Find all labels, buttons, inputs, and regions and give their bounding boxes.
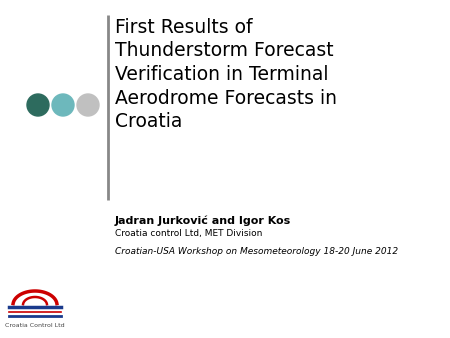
Text: Jadran Jurković and Igor Kos: Jadran Jurković and Igor Kos [115, 215, 291, 225]
Circle shape [27, 94, 49, 116]
Text: First Results of
Thunderstorm Forecast
Verification in Terminal
Aerodrome Foreca: First Results of Thunderstorm Forecast V… [115, 18, 337, 131]
Text: Croatian-USA Workshop on Mesometeorology 18-20 June 2012: Croatian-USA Workshop on Mesometeorology… [115, 247, 398, 256]
Text: Croatia control Ltd, MET Division: Croatia control Ltd, MET Division [115, 229, 262, 238]
Text: Croatia Control Ltd: Croatia Control Ltd [5, 323, 65, 328]
Circle shape [52, 94, 74, 116]
Circle shape [77, 94, 99, 116]
